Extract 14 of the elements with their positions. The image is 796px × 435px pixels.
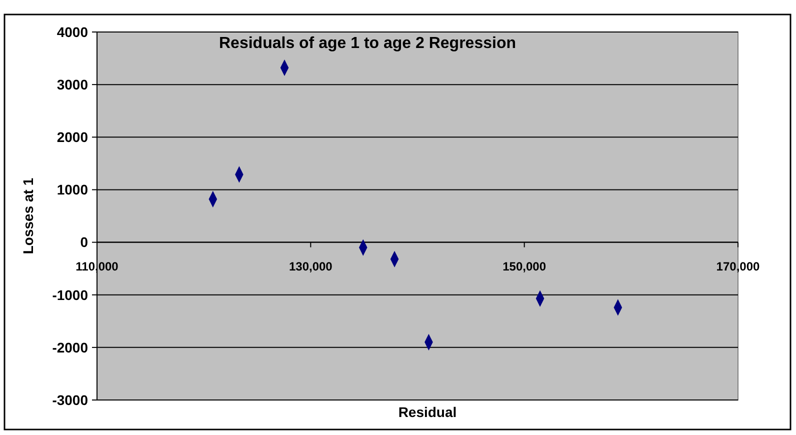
y-tick-label: 0 [80,234,88,250]
y-tick-label: -2000 [52,339,88,356]
chart-title: Residuals of age 1 to age 2 Regression [219,35,516,52]
y-tick-label: 4000 [56,24,88,40]
y-tick-label: -1000 [52,286,88,303]
y-tick-label: 1000 [56,182,88,198]
x-tick-label: 150,000 [502,259,546,274]
y-tick-label: 3000 [56,76,88,92]
y-axis-title: Losses at 1 [20,178,36,254]
x-tick-label: 130,000 [288,259,333,274]
y-tick-label: 2000 [56,129,88,146]
x-axis-title: Residual [398,404,457,420]
x-tick-label: 170,000 [716,259,760,274]
y-tick-label: -3000 [52,392,88,408]
